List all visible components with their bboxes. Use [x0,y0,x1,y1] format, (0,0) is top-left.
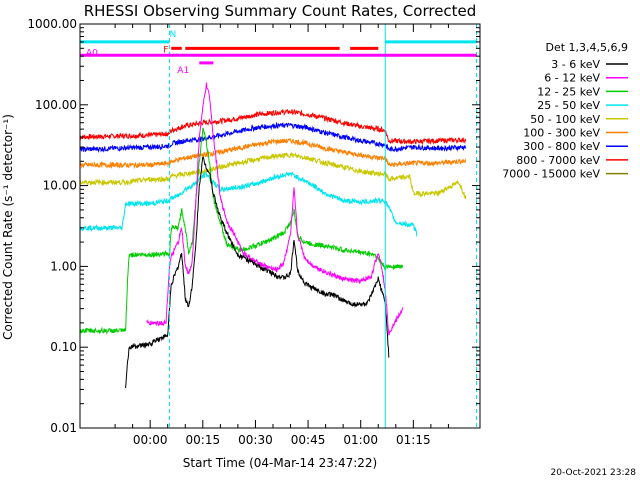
plot-frame [79,23,481,429]
legend-label: 800 - 7000 keV [516,154,600,167]
series-line-50-100-keV [80,151,467,200]
series-line-300-800-keV [80,121,467,153]
legend-label: 50 - 100 keV [530,113,600,126]
series-line-800-7000-keV [80,108,467,146]
x-tick-label: 00:45 [291,433,326,447]
legend-label: 6 - 12 keV [544,72,600,85]
series-line-25-50-keV [80,171,418,237]
y-tick-label: 1.00 [50,259,77,273]
series-line-6-12-keV [146,82,404,336]
series-group [80,82,467,389]
chart-title: RHESSI Observing Summary Count Rates, Co… [84,2,477,20]
plot-area: NF A0 A1 [79,24,477,428]
series-line-100-300-keV [80,137,467,170]
x-tick-label: 00:15 [186,433,221,447]
x-tick-label: 01:00 [343,433,378,447]
legend-label: 25 - 50 keV [537,99,600,112]
flag-label-A1: A1 [177,66,189,76]
y-tick-label: 100.00 [35,98,77,112]
legend-label: 7000 - 15000 keV [502,168,600,181]
x-tick-label: 00:00 [133,433,168,447]
flag-label-N: N [169,30,176,40]
x-tick-label: 01:15 [396,433,431,447]
series-line-3-6-keV [125,156,390,389]
y-tick-label: 10.00 [43,179,77,193]
footer-timestamp: 20-Oct-2021 23:28 [551,468,637,478]
y-tick-label: 0.01 [50,421,77,435]
y-axis-label: Corrected Count Rate (s⁻¹ detector⁻¹) [1,114,15,340]
x-tick-label: 00:30 [238,433,273,447]
legend-header: Det 1,3,4,5,6,9 [545,41,628,54]
flag-label-F: F [163,45,168,55]
legend-label: 12 - 25 keV [537,85,600,98]
legend-label: 100 - 300 keV [523,127,600,140]
legend-label: 300 - 800 keV [523,140,600,153]
y-tick-label: 0.10 [50,340,77,354]
y-tick-label: 1000.00 [27,17,77,31]
axes: 0.01 0.10 1.00 10.00 100.00 1000.00 00:00 00:15… [27,17,481,447]
x-axis-label: Start Time (04-Mar-14 23:47:22) [183,456,377,470]
legend-label: 3 - 6 keV [551,58,600,71]
flag-label-A0: A0 [86,48,98,58]
